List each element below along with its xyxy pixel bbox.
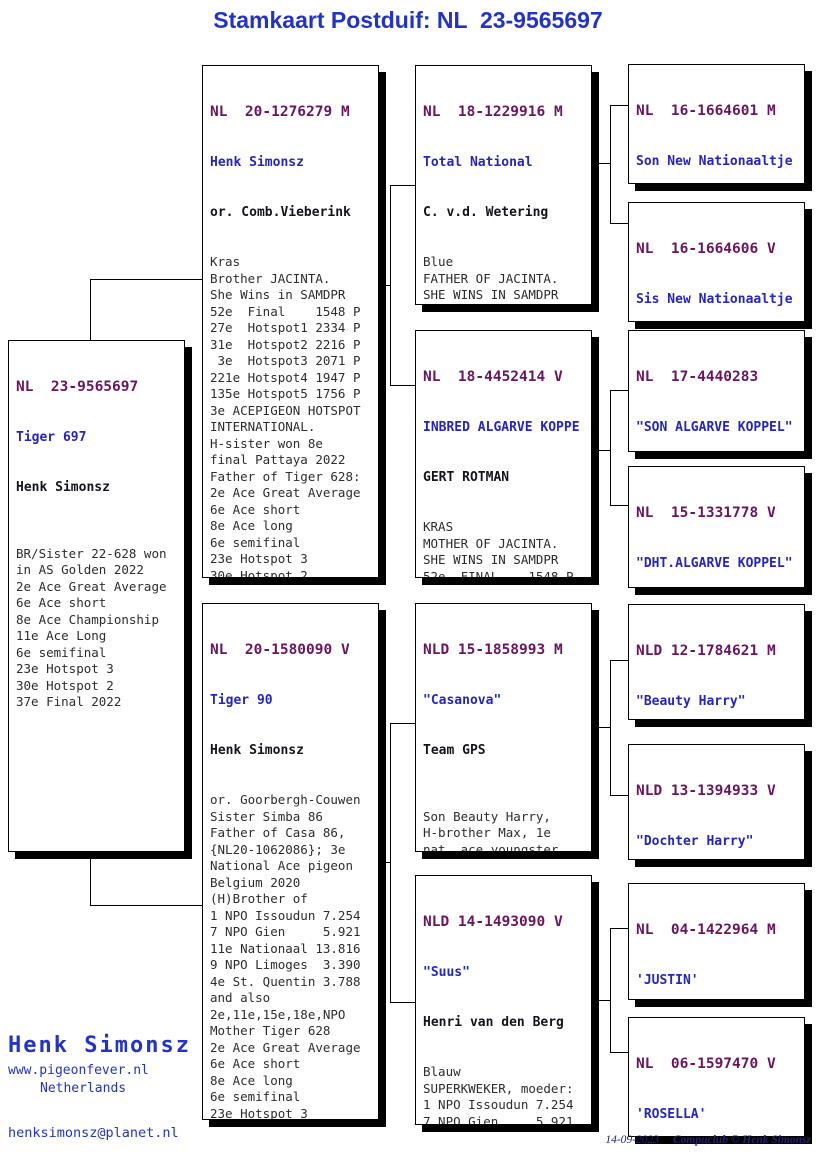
- pedigree-notes: Blue FATHER OF JACINTA. SHE WINS IN SAMDPR…: [423, 254, 574, 304]
- pigeon-name: Tiger 90: [210, 693, 273, 708]
- pedigree-box-mother: NL 20-1580090 V Tiger 90 Henk Simonsz or…: [202, 603, 379, 1120]
- connector-line: [610, 928, 629, 929]
- pedigree-box-granddam-paternal: NL 18-4452414 V INBRED ALGARVE KOPPE GER…: [415, 330, 592, 578]
- ring-number: NL 06-1597470 V: [636, 1056, 776, 1072]
- connector-line: [599, 1000, 611, 1001]
- breeder-email: henksimonsz@planet.nl: [8, 1125, 179, 1141]
- pigeon-name: "SON ALGARVE KOPPEL": [636, 420, 793, 435]
- pigeon-name: INBRED ALGARVE KOPPE: [423, 420, 580, 435]
- pedigree-notes: Kras Brother JACINTA. She Wins in SAMDPR 52…: [210, 254, 361, 578]
- pedigree-box-great-grandparent-8: NL 06-1597470 V 'ROSELLA' Henri van den …: [628, 1017, 805, 1137]
- connector-line: [610, 1052, 629, 1053]
- ring-number: NL 23-9565697: [16, 379, 139, 395]
- connector-line: [379, 862, 391, 863]
- connector-line: [610, 660, 611, 796]
- pedigree-box-great-grandparent-3: NL 17-4440283 "SON ALGARVE KOPPEL" GERT …: [628, 330, 805, 452]
- ring-number: NLD 13-1394933 V: [636, 783, 776, 799]
- connector-line: [390, 1002, 416, 1003]
- ring-number: NL 15-1331778 V: [636, 505, 776, 521]
- pedigree-notes: or. Goorbergh-Couwen Sister Simba 86 Fathe…: [210, 792, 361, 1120]
- ring-number: NL 17-4440283: [636, 369, 759, 385]
- pedigree-notes: Blauw SUPERKWEKER, moeder: 1 NPO Issoudun …: [423, 1064, 574, 1125]
- owner-name: Henk Simonsz: [210, 742, 304, 758]
- ring-number: NL 04-1422964 M: [636, 922, 776, 938]
- connector-line: [390, 723, 391, 1003]
- connector-line: [610, 223, 629, 224]
- pedigree-box-great-grandparent-1: NL 16-1664601 M Son New Nationaaltje C. …: [628, 64, 805, 184]
- connector-line: [610, 105, 629, 106]
- connector-line: [90, 279, 203, 280]
- pedigree-box-great-grandparent-7: NL 04-1422964 M 'JUSTIN' Henri van den B…: [628, 883, 805, 1000]
- pigeon-name: "Casanova": [423, 693, 502, 708]
- breeder-name: Henk Simonsz: [8, 1033, 191, 1058]
- ring-number: NLD 12-1784621 M: [636, 643, 776, 659]
- breeder-website: www.pigeonfever.nl: [8, 1063, 149, 1078]
- pigeon-name: Tiger 697: [16, 430, 87, 445]
- pigeon-name: Henk Simonsz: [210, 155, 304, 170]
- pigeon-name: "Beauty Harry": [636, 694, 746, 709]
- breeder-country: Netherlands: [40, 1081, 127, 1096]
- connector-line: [390, 723, 416, 724]
- pedigree-box-granddam-maternal: NLD 14-1493090 V "Suus" Henri van den Be…: [415, 875, 592, 1125]
- owner-name: Henk Simonsz: [16, 479, 110, 495]
- owner-name: or. Comb.Vieberink: [210, 204, 351, 220]
- pedigree-box-great-grandparent-6: NLD 13-1394933 V "Dochter Harry" J. Hooy…: [628, 744, 805, 860]
- pigeon-name: "Dochter Harry": [636, 834, 754, 849]
- connector-line: [599, 727, 611, 728]
- pigeon-name: Sis New Nationaaltje: [636, 292, 793, 307]
- pigeon-name: 'ROSELLA': [636, 1107, 707, 1122]
- connector-line: [390, 385, 416, 386]
- connector-line: [90, 905, 203, 906]
- print-date: 14-09-2023: [605, 1134, 659, 1146]
- pedigree-box-grandsire-maternal: NLD 15-1858993 M "Casanova" Team GPS Son…: [415, 603, 592, 852]
- ring-number: NL 20-1276279 M: [210, 104, 350, 120]
- pedigree-notes: Son Beauty Harry, H-brother Max, 1e nat. a…: [423, 808, 559, 852]
- connector-line: [610, 105, 611, 224]
- connector-line: [390, 185, 391, 386]
- pedigree-box-father: NL 20-1276279 M Henk Simonsz or. Comb.Vi…: [202, 65, 379, 578]
- ring-number: NL 20-1580090 V: [210, 642, 350, 658]
- pigeon-name: "Suus": [423, 965, 470, 980]
- owner-name: C. v.d. Wetering: [423, 204, 549, 220]
- pedigree-notes: BR/Sister 22-628 won in AS Golden 2022 2e …: [16, 545, 167, 710]
- ring-number: NLD 15-1858993 M: [423, 642, 563, 658]
- pedigree-box-subject: NL 23-9565697 Tiger 697 Henk Simonsz BR/…: [8, 340, 185, 852]
- connector-line: [610, 505, 629, 506]
- ring-number: NL 18-4452414 V: [423, 369, 563, 385]
- ring-number: NL 16-1664606 V: [636, 241, 776, 257]
- owner-name: GERT ROTMAN: [423, 469, 510, 485]
- connector-line: [599, 450, 611, 451]
- print-info: 14-09-2023 Compuclub © Henk Simonsz: [605, 1134, 811, 1146]
- pedigree-box-great-grandparent-5: NLD 12-1784621 M "Beauty Harry" J. Hooym…: [628, 604, 805, 720]
- pigeon-name: "DHT.ALGARVE KOPPEL": [636, 556, 793, 571]
- pedigree-box-great-grandparent-4: NL 15-1331778 V "DHT.ALGARVE KOPPEL" GER…: [628, 466, 805, 588]
- connector-line: [610, 390, 611, 506]
- connector-line: [90, 852, 91, 906]
- connector-line: [610, 390, 629, 391]
- print-software-credit: Compuclub © Henk Simonsz: [673, 1134, 811, 1146]
- pedigree-box-grandsire-paternal: NL 18-1229916 M Total National C. v.d. W…: [415, 65, 592, 305]
- owner-name: Team GPS: [423, 742, 486, 758]
- connector-line: [610, 795, 629, 796]
- pigeon-name: Total National: [423, 155, 533, 170]
- ring-number: NL 18-1229916 M: [423, 104, 563, 120]
- pedigree-notes: KRAS MOTHER OF JACINTA. SHE WINS IN SAMDPR…: [423, 519, 574, 578]
- pigeon-name: Son New Nationaaltje: [636, 154, 793, 169]
- connector-line: [610, 928, 611, 1053]
- connector-line: [379, 285, 391, 286]
- connector-line: [599, 163, 611, 164]
- pigeon-name: 'JUSTIN': [636, 973, 699, 988]
- ring-number: NL 16-1664601 M: [636, 103, 776, 119]
- ring-number: NLD 14-1493090 V: [423, 914, 563, 930]
- connector-line: [390, 185, 416, 186]
- connector-line: [90, 279, 91, 341]
- pedigree-box-great-grandparent-2: NL 16-1664606 V Sis New Nationaaltje C. …: [628, 202, 805, 322]
- owner-name: Henri van den Berg: [423, 1014, 564, 1030]
- page-title: Stamkaart Postduif: NL 23-9565697: [213, 7, 603, 33]
- connector-line: [610, 660, 629, 661]
